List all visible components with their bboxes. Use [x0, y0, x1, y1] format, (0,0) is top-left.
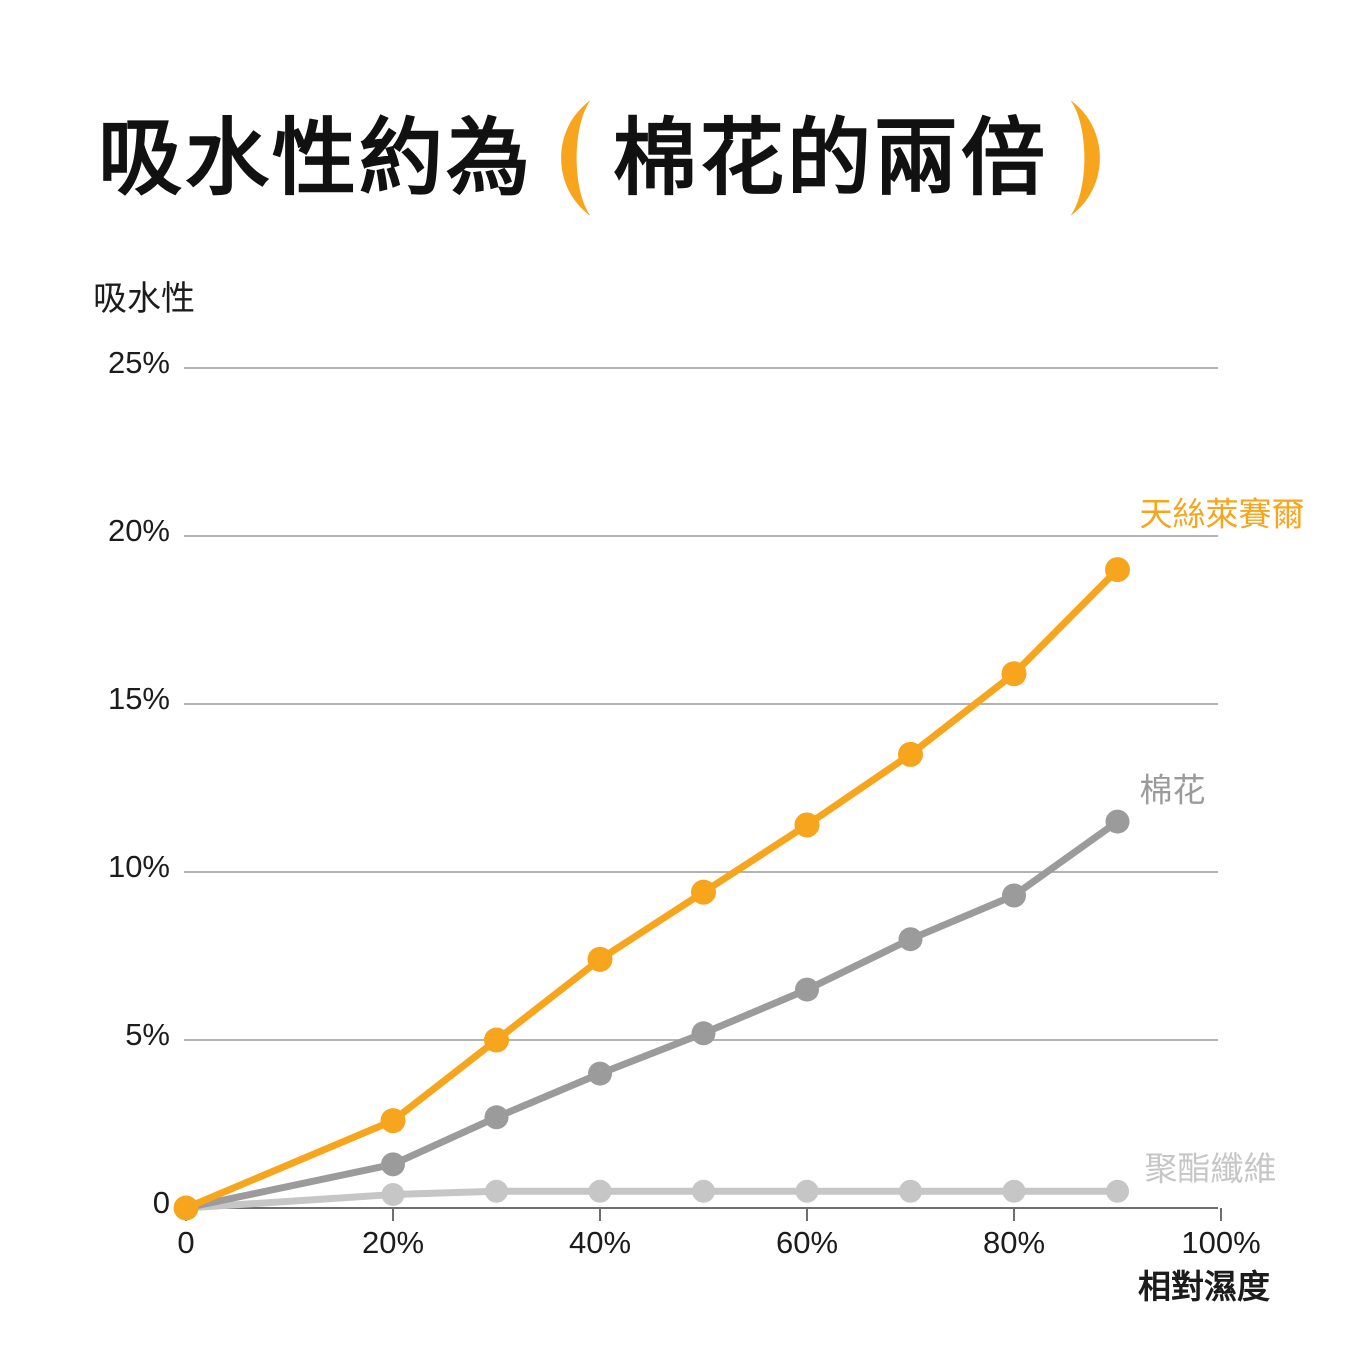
title-text: 吸水性約為 — [98, 111, 534, 205]
series-label-tencel-lyocell: 天絲萊賽爾 — [1140, 496, 1305, 533]
y-tick-label: 25% — [108, 345, 170, 380]
data-point-tencel-lyocell — [898, 741, 923, 767]
y-tick-label: 0 — [153, 1185, 170, 1220]
x-tick-label: 40% — [569, 1225, 631, 1260]
data-point-cotton — [898, 927, 923, 952]
x-axis-title: 相對濕度 — [1138, 1268, 1270, 1305]
data-point-cotton — [691, 1021, 716, 1046]
data-point-tencel-lyocell — [1105, 557, 1130, 583]
data-point-tencel-lyocell — [794, 812, 820, 838]
data-point-cotton — [484, 1105, 509, 1130]
data-point-cotton — [1002, 883, 1026, 908]
data-point-polyester — [692, 1179, 715, 1203]
page-title: 吸水性約為 棉花的兩倍 — [98, 92, 1122, 224]
y-tick-label: 15% — [108, 681, 170, 716]
data-point-polyester — [485, 1179, 508, 1203]
y-tick-label: 10% — [108, 849, 170, 884]
x-tick-label: 0 — [177, 1225, 194, 1260]
x-tick-label: 100% — [1181, 1225, 1260, 1260]
series-line-tencel-lyocell — [182, 566, 1121, 1212]
series-label-cotton: 棉花 — [1140, 772, 1206, 809]
data-point-tencel-lyocell — [691, 879, 716, 905]
x-tick-label: 60% — [776, 1225, 838, 1260]
data-point-tencel-lyocell — [1001, 661, 1027, 687]
data-point-cotton — [1105, 809, 1130, 834]
paren-open-icon — [561, 100, 591, 216]
x-tick-label: 80% — [983, 1225, 1045, 1260]
data-point-cotton — [795, 977, 819, 1002]
y-tick-label: 20% — [108, 513, 170, 548]
y-tick-label: 5% — [125, 1017, 170, 1052]
paren-close-icon — [1070, 100, 1100, 216]
data-point-tencel-lyocell — [380, 1108, 406, 1134]
title-highlight-text: 棉花的兩倍 — [613, 111, 1049, 205]
data-point-polyester — [1106, 1179, 1129, 1203]
y-axis-title: 吸水性 — [93, 280, 195, 318]
data-point-cotton — [381, 1152, 405, 1177]
x-tick-label: 20% — [362, 1225, 424, 1260]
data-point-cotton — [588, 1061, 612, 1086]
data-point-tencel-lyocell — [173, 1195, 199, 1221]
data-point-tencel-lyocell — [484, 1027, 509, 1053]
data-point-polyester — [381, 1183, 405, 1207]
series-line-polyester — [182, 1187, 1121, 1212]
data-point-polyester — [899, 1179, 922, 1203]
data-point-polyester — [588, 1179, 612, 1203]
data-point-polyester — [795, 1179, 819, 1203]
series-label-polyester: 聚酯纖維 — [1145, 1150, 1277, 1187]
data-point-tencel-lyocell — [587, 946, 613, 972]
data-point-polyester — [1002, 1179, 1026, 1203]
